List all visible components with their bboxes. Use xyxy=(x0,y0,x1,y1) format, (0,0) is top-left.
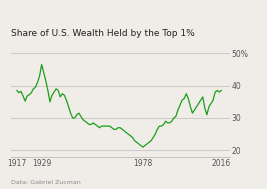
Text: Data: Gabriel Zucman: Data: Gabriel Zucman xyxy=(11,180,80,185)
Text: Share of U.S. Wealth Held by the Top 1%: Share of U.S. Wealth Held by the Top 1% xyxy=(11,29,194,38)
